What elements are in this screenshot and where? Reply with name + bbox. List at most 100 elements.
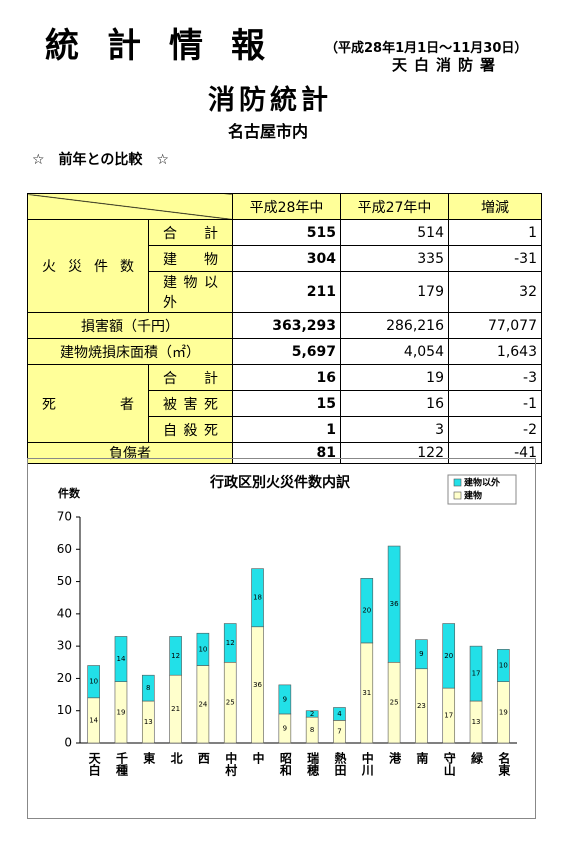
title: 統計情報: [45, 26, 293, 66]
legend-label: 建物: [464, 490, 482, 502]
subtitle: 消防統計: [208, 85, 332, 116]
data-label: 20: [444, 652, 453, 660]
cell: 77,077: [448, 312, 542, 339]
bar-segment: [387, 545, 401, 663]
data-label: 10: [499, 662, 508, 670]
x-tick-label: 南: [415, 751, 429, 765]
data-label: 25: [390, 699, 399, 707]
table-row: 被害死 15 16 -1: [28, 390, 542, 417]
data-label: 12: [226, 639, 235, 647]
bar-segment: [305, 710, 319, 718]
cell: 179: [340, 271, 449, 313]
data-label: 19: [117, 708, 126, 716]
data-label: 4: [337, 710, 342, 718]
group-label: 死者: [27, 364, 149, 443]
bar-segment: [87, 665, 100, 699]
table-row: 損害額（千円） 363,293 286,216 77,077: [27, 312, 542, 339]
column-header: 平成28年中: [232, 193, 341, 220]
x-tick-label: 熱田: [333, 751, 347, 777]
x-tick-label: 千種: [114, 751, 128, 777]
data-label: 21: [171, 705, 180, 713]
x-tick-label: 港: [388, 751, 402, 765]
cell: -31: [448, 245, 542, 272]
table-row: 平成28年中 平成27年中 増減: [27, 193, 542, 220]
bar-segment: [415, 639, 428, 670]
cell: 335: [340, 245, 449, 272]
area: 名古屋市内: [228, 122, 309, 141]
y-tick-label: 60: [57, 542, 72, 556]
data-label: 10: [89, 678, 98, 686]
bar-segment: [278, 684, 292, 715]
data-label: 23: [417, 702, 426, 710]
y-tick-label: 30: [57, 639, 72, 653]
x-tick-label: 昭和: [278, 752, 292, 777]
cell: 16: [232, 364, 341, 391]
bar-segment: [442, 623, 456, 689]
cell: 4,054: [340, 338, 449, 365]
data-label: 13: [144, 718, 153, 726]
data-label: 9: [283, 695, 287, 703]
cell: 16: [340, 390, 449, 417]
data-label: 7: [337, 728, 341, 736]
x-tick-label: 名東: [497, 751, 511, 777]
data-label: 8: [310, 726, 314, 734]
cell: 32: [448, 271, 542, 313]
data-label: 31: [362, 689, 371, 697]
bar-segment: [251, 568, 264, 628]
table-row: 建物以外 211 179 32: [28, 271, 542, 313]
data-label: 20: [362, 607, 371, 615]
data-label: 13: [472, 718, 481, 726]
data-label: 36: [253, 681, 262, 689]
bar-segment: [223, 623, 237, 663]
x-tick-label: 天白: [87, 752, 101, 777]
x-tick-label: 東: [142, 751, 156, 765]
x-tick-label: 守山: [442, 751, 456, 777]
row-label: 自殺死: [148, 416, 233, 443]
y-tick-label: 70: [57, 510, 72, 524]
x-tick-label: 中川: [360, 751, 374, 776]
y-axis-label: 件数: [58, 486, 81, 500]
cell: 15: [232, 390, 341, 417]
data-label: 2: [310, 710, 314, 718]
data-label: 24: [198, 700, 207, 708]
bar-segment: [333, 707, 346, 721]
data-label: 25: [226, 699, 235, 707]
x-tick-label: 北: [169, 751, 183, 765]
cell: 286,216: [340, 312, 449, 339]
bar-segment: [141, 674, 155, 702]
data-label: 18: [253, 594, 262, 602]
table-row: 死者 合計 16 19 -3: [27, 364, 542, 443]
row-label: 被害死: [148, 390, 233, 417]
row-label: 建物以外: [148, 271, 233, 313]
chart-title: 行政区別火災件数内訳: [209, 474, 351, 491]
y-tick-label: 40: [57, 606, 72, 620]
data-label: 8: [146, 684, 150, 692]
x-tick-label: 中: [251, 751, 265, 765]
bar-segment: [196, 632, 210, 666]
station: 天白消防署: [392, 56, 503, 74]
legend-swatch: [453, 491, 462, 500]
x-tick-label: 瑞穂: [306, 751, 320, 777]
row-label: 建物: [148, 245, 233, 272]
x-tick-label: 緑: [470, 751, 484, 765]
data-label: 14: [117, 655, 126, 663]
cell: -3: [448, 364, 542, 391]
table-row: 建物 304 335 -31: [28, 245, 542, 272]
data-label: 9: [283, 724, 287, 732]
cell: 363,293: [232, 312, 341, 339]
table-row: 火災件数 合計 515 514 1: [27, 219, 542, 313]
period: （平成28年1月1日～11月30日）: [325, 41, 528, 56]
data-label: 14: [89, 716, 98, 724]
chart-frame: [27, 458, 536, 819]
bar-segment: [169, 636, 182, 676]
data-label: 17: [444, 712, 453, 720]
x-tick-label: 中村: [224, 751, 238, 777]
data-label: 36: [390, 600, 399, 608]
section: ☆ 前年との比較 ☆: [32, 152, 169, 168]
column-header: 増減: [448, 193, 542, 220]
x-tick-label: 西: [196, 752, 210, 765]
cell: 515: [232, 219, 341, 246]
comparison-table: 平成28年中 平成27年中 増減 火災件数 合計 515 514 1 建物 304 335 -31 建物…: [27, 193, 542, 464]
bar-segment: [360, 578, 374, 644]
